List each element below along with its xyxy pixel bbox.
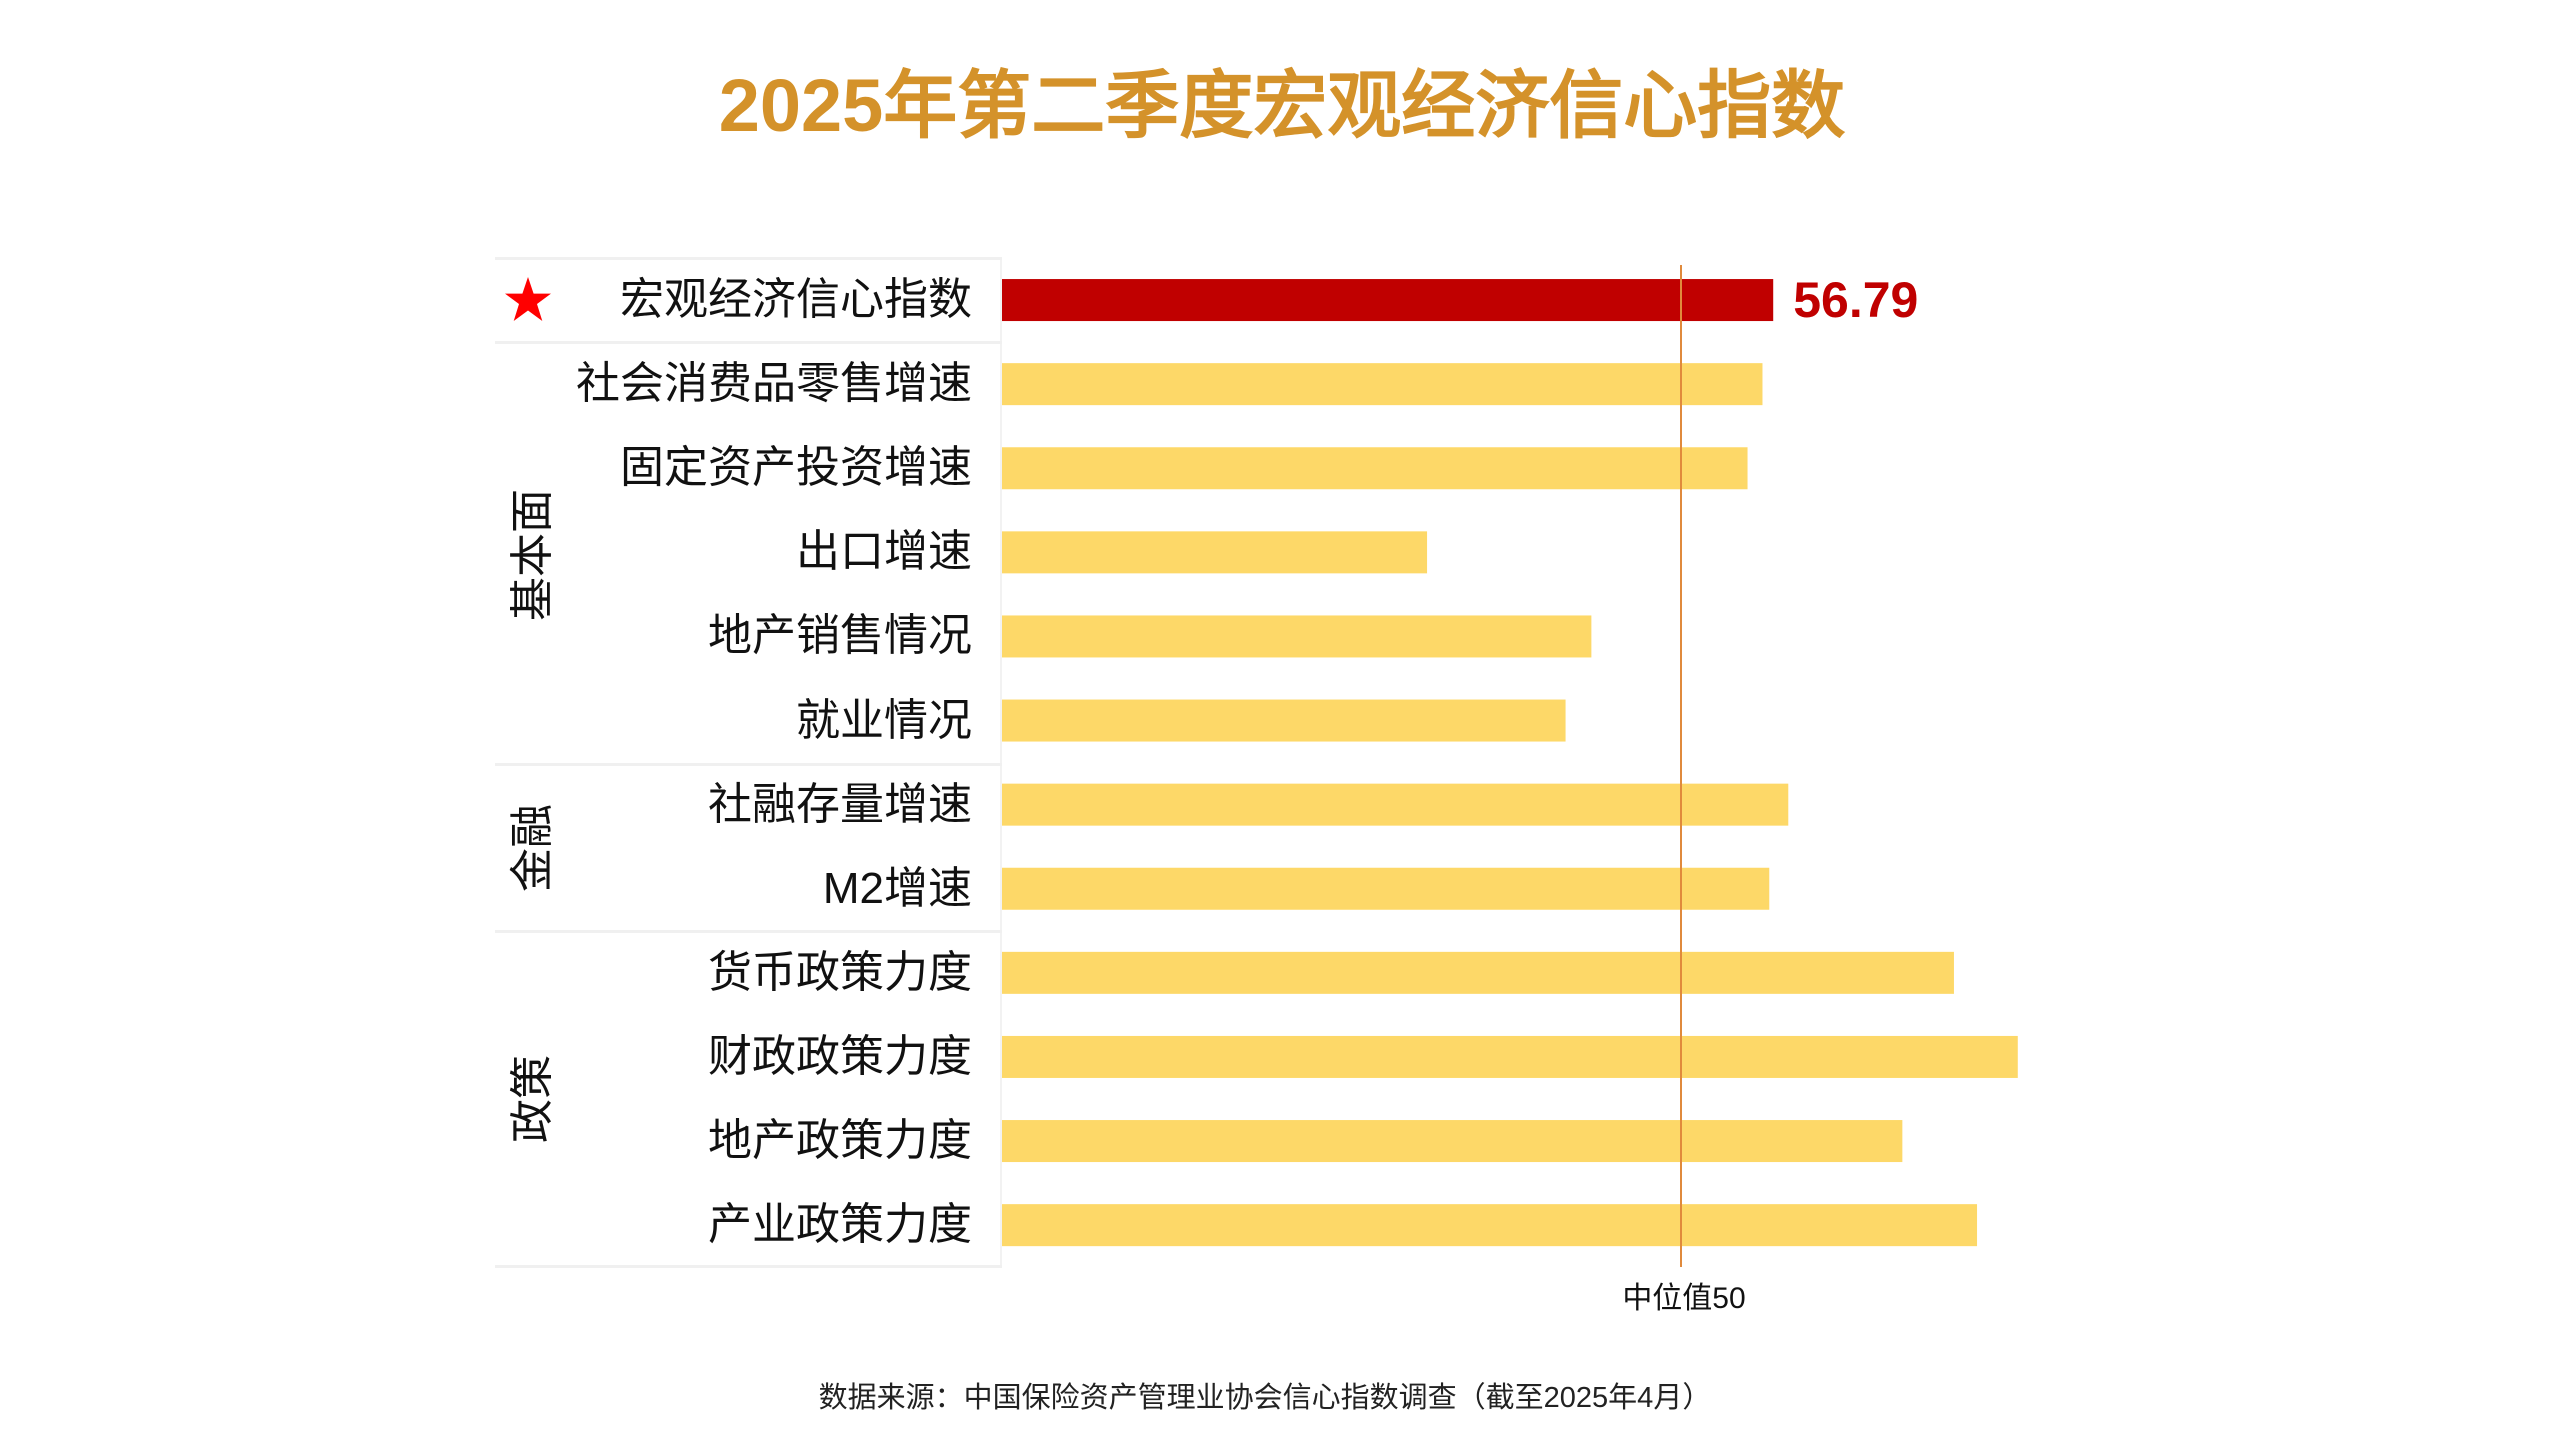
category-label: 财政政策力度 [708,1031,972,1081]
table-top-border [495,257,1002,260]
value-label: 56.79 [1793,272,1918,328]
group-label-policy: 政策 [508,1055,557,1143]
group-label-finance: 金融 [508,804,557,892]
table-bottom-border [495,1265,1002,1268]
category-label: 出口增速 [796,527,972,577]
median-reference-label: 中位值50 [1622,1282,1745,1315]
category-label: M2增速 [822,863,972,913]
category-table [495,258,1002,1267]
highlight-bar [1002,279,1774,322]
divider-after-headline [495,341,1002,344]
category-label: 宏观经济信心指数 [620,275,972,324]
bar [1002,867,1770,910]
data-source-note: 数据来源：中国保险资产管理业协会信心指数调查（截至2025年4月） [818,1382,1712,1414]
bar [1002,363,1763,406]
bar [1002,783,1789,826]
chart-title: 2025年第二季度宏观经济信心指数 [718,64,1846,147]
bar [1002,1120,1903,1163]
bar [1002,699,1566,742]
bar [1002,447,1748,490]
category-label: 货币政策力度 [708,947,972,997]
bar [1002,1204,1978,1247]
category-label: 社融存量增速 [708,779,972,829]
category-label: 地产政策力度 [708,1116,972,1165]
bar [1002,951,1954,994]
category-label: 社会消费品零售增速 [576,359,972,409]
group-label-fundamentals: 基本面 [508,489,557,621]
divider-after-finance [495,930,1002,933]
bar [1002,615,1592,658]
star-shape [505,277,551,321]
category-label: 就业情况 [796,695,972,745]
bar [1002,1035,2018,1078]
star-icon [505,277,551,321]
category-label: 产业政策力度 [708,1200,972,1250]
category-label: 地产销售情况 [708,611,972,661]
category-label: 固定资产投资增速 [620,443,972,493]
bar [1002,531,1428,574]
divider-after-fundamentals [495,763,1002,766]
